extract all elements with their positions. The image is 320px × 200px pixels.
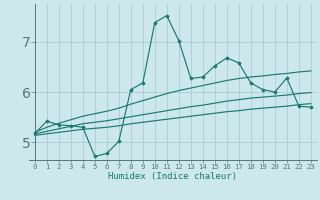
X-axis label: Humidex (Indice chaleur): Humidex (Indice chaleur) [108, 172, 237, 181]
